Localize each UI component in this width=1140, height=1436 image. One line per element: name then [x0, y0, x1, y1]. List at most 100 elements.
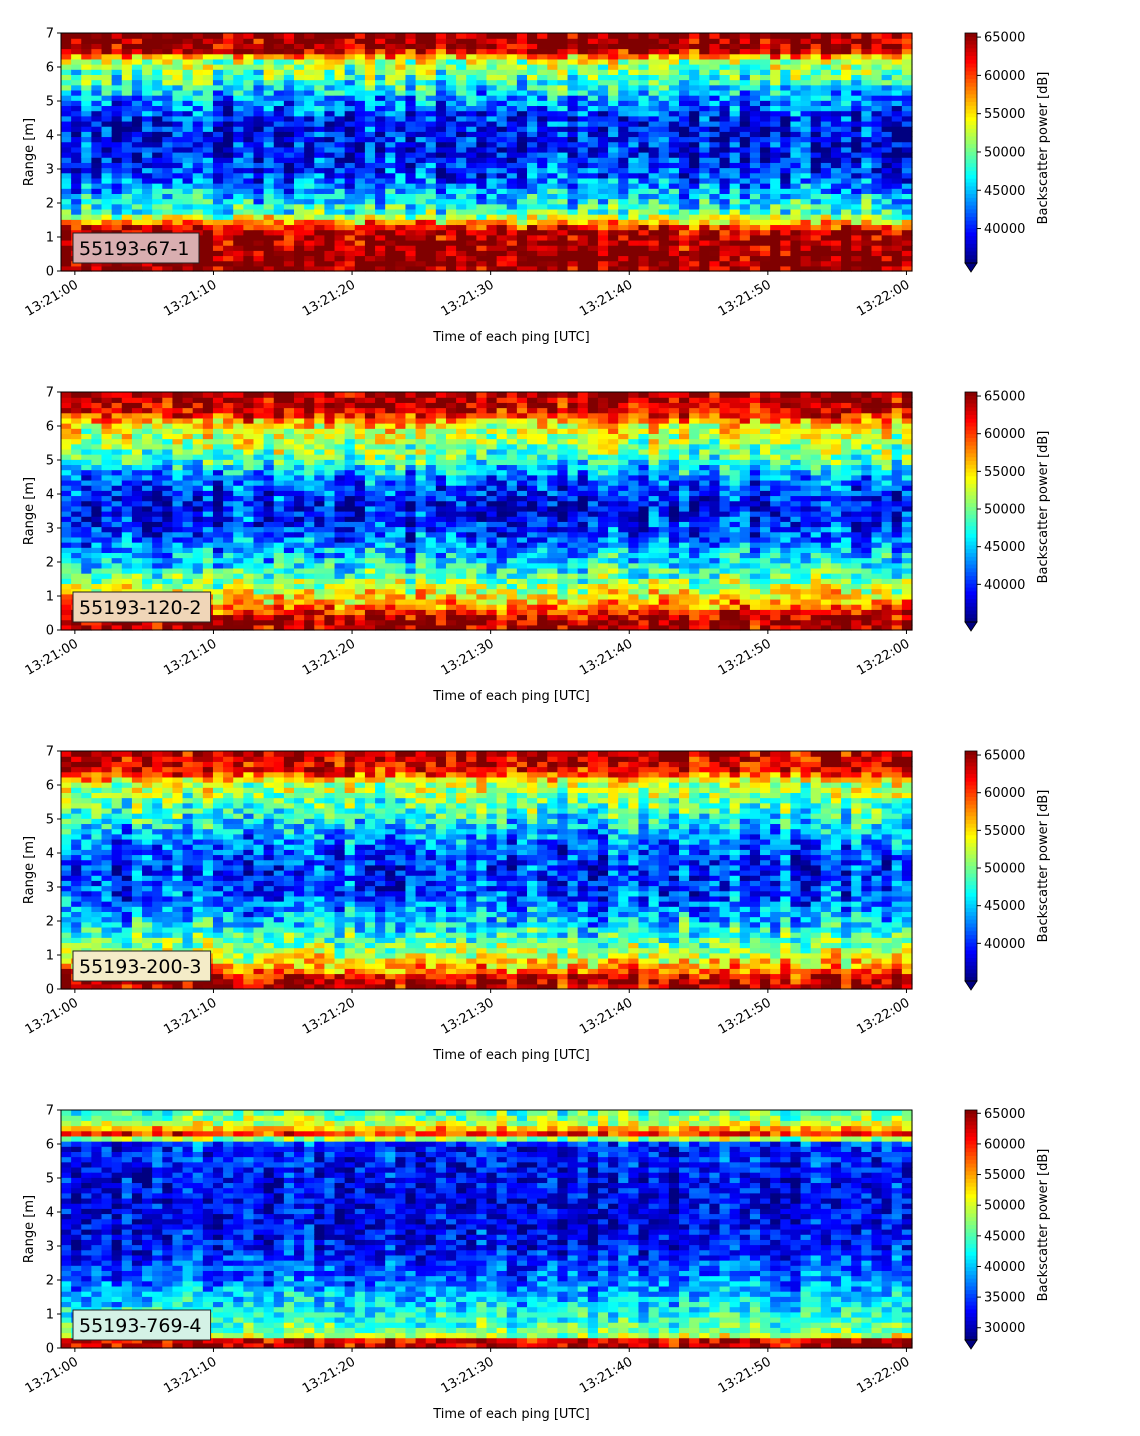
heatmap-cell: [405, 136, 417, 143]
heatmap-cell: [192, 624, 204, 631]
heatmap-cell: [192, 567, 204, 574]
heatmap-cell: [557, 84, 569, 91]
heatmap-cell: [800, 152, 812, 158]
heatmap-cell: [91, 412, 103, 419]
heatmap-cell: [202, 547, 214, 553]
heatmap-cell: [405, 198, 417, 205]
heatmap-cell: [162, 552, 174, 559]
heatmap-cell: [263, 69, 275, 75]
heatmap-cell: [689, 131, 700, 138]
heatmap-cell: [243, 48, 255, 55]
heatmap-cell: [861, 224, 873, 231]
heatmap-cell: [871, 214, 883, 220]
heatmap-cell: [334, 255, 346, 262]
heatmap-cell: [790, 229, 802, 236]
heatmap-cell: [800, 43, 812, 50]
heatmap-cell: [648, 136, 660, 143]
heatmap-cell: [283, 208, 295, 215]
heatmap-cell: [780, 188, 792, 194]
heatmap-cell: [263, 412, 275, 419]
heatmap-cell: [719, 105, 731, 112]
heatmap-cell: [496, 74, 508, 81]
heatmap-cell: [101, 536, 113, 543]
heatmap-cell: [425, 183, 437, 189]
heatmap-cell: [395, 193, 407, 200]
heatmap-cell: [81, 438, 92, 445]
heatmap-cell: [243, 95, 255, 101]
heatmap-cell: [61, 511, 72, 517]
heatmap-cell: [243, 598, 255, 605]
heatmap-cell: [273, 126, 285, 132]
heatmap-cell: [71, 43, 82, 50]
heatmap-cell: [547, 250, 559, 257]
heatmap-cell: [223, 578, 234, 585]
heatmap-cell: [61, 428, 72, 434]
heatmap-cell: [121, 74, 133, 81]
heatmap-cell: [324, 43, 336, 50]
heatmap-cell: [101, 500, 113, 507]
heatmap-cell: [202, 141, 214, 148]
heatmap-cell: [375, 183, 386, 189]
heatmap-cell: [557, 177, 569, 184]
heatmap-cell: [871, 53, 883, 60]
heatmap-cell: [71, 172, 82, 179]
heatmap-cell: [364, 255, 376, 262]
heatmap-cell: [577, 214, 589, 220]
heatmap-cell: [91, 162, 103, 169]
heatmap-cell: [91, 454, 103, 460]
heatmap-cell: [739, 58, 751, 65]
heatmap-cell: [91, 131, 103, 138]
heatmap-cell: [192, 126, 204, 132]
heatmap-cell: [516, 74, 528, 81]
heatmap-cell: [729, 115, 741, 122]
colorbar-segment: [965, 52, 977, 57]
heatmap-cell: [61, 459, 72, 466]
heatmap-cell: [364, 126, 376, 132]
heatmap-cell: [283, 152, 295, 158]
heatmap-cell: [243, 84, 255, 91]
heatmap-cell: [395, 198, 407, 205]
heatmap-cell: [121, 219, 133, 226]
heatmap-cell: [263, 193, 275, 200]
heatmap-cell: [618, 110, 629, 117]
heatmap-cell: [162, 193, 174, 200]
heatmap-cell: [334, 126, 346, 132]
heatmap-cell: [142, 69, 153, 75]
heatmap-cell: [739, 198, 751, 205]
heatmap-cell: [841, 229, 852, 236]
heatmap-cell: [142, 43, 153, 50]
heatmap-cell: [689, 245, 700, 251]
heatmap-cell: [608, 33, 619, 39]
heatmap-cell: [456, 229, 467, 236]
heatmap-cell: [91, 69, 103, 75]
heatmap-cell: [395, 120, 407, 127]
heatmap-cell: [334, 198, 346, 205]
heatmap-cell: [111, 146, 123, 153]
heatmap-cell: [891, 33, 903, 39]
heatmap-cell: [618, 167, 629, 174]
heatmap-cell: [283, 219, 295, 226]
heatmap-cell: [243, 485, 255, 491]
heatmap-cell: [699, 239, 710, 246]
heatmap-cell: [162, 448, 174, 455]
heatmap-cell: [243, 157, 255, 163]
heatmap-cell: [263, 479, 275, 486]
heatmap-cell: [61, 588, 72, 595]
heatmap-cell: [537, 120, 548, 127]
heatmap-cell: [375, 172, 386, 179]
heatmap-cell: [699, 157, 710, 163]
heatmap-cell: [587, 172, 599, 179]
heatmap-cell: [435, 208, 447, 215]
heatmap-cell: [131, 152, 143, 158]
heatmap-cell: [334, 265, 346, 272]
heatmap-cell: [111, 38, 123, 44]
heatmap-cell: [334, 33, 346, 39]
heatmap-cell: [364, 162, 376, 169]
heatmap-cell: [435, 131, 447, 138]
heatmap-cell: [770, 79, 781, 86]
heatmap-cell: [516, 120, 528, 127]
heatmap-cell: [760, 89, 771, 96]
heatmap-cell: [61, 255, 72, 262]
heatmap-cell: [152, 511, 163, 517]
heatmap-cell: [81, 157, 92, 163]
